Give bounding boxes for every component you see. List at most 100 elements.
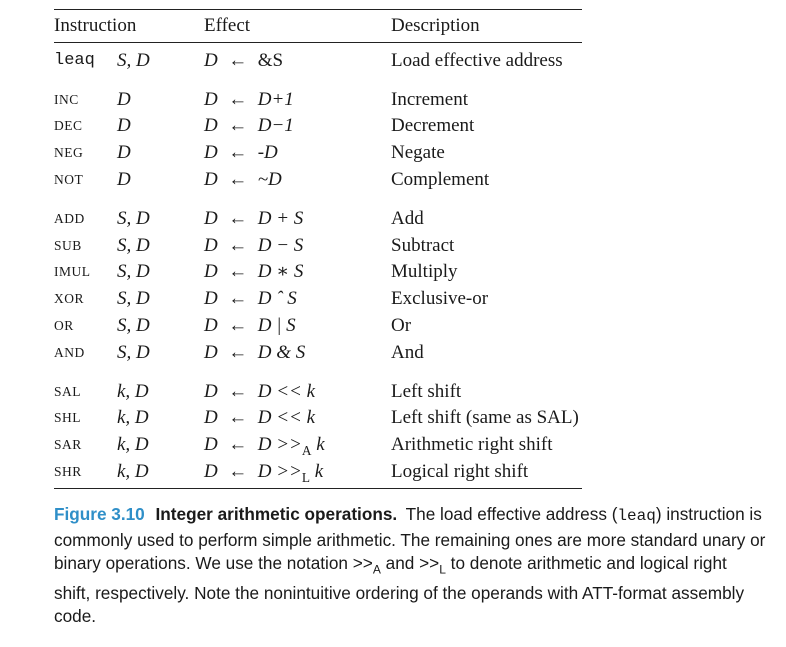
figure-label: Figure 3.10 bbox=[54, 504, 145, 524]
table-bottom-rule bbox=[54, 488, 582, 489]
table-row: SHL k, D D ← D << k Left shift (same as SA… bbox=[54, 406, 582, 430]
effect-expr: D − S bbox=[257, 235, 304, 256]
instruction-description: Multiply bbox=[391, 261, 458, 282]
effect-expr: D ∗ S bbox=[257, 261, 304, 282]
instruction-name: DEC bbox=[54, 118, 83, 133]
instruction-operands: S, D bbox=[117, 50, 150, 71]
instruction-description: Add bbox=[391, 208, 424, 229]
instruction-operands: S, D bbox=[117, 261, 150, 282]
figure-caption: Figure 3.10 Integer arithmetic operation… bbox=[54, 503, 766, 629]
effect-expr: D+1 bbox=[257, 89, 294, 110]
instruction-description: Subtract bbox=[391, 235, 455, 256]
instruction-description: Increment bbox=[391, 89, 469, 110]
effect-dest: D bbox=[204, 461, 218, 482]
assign-arrow: ← bbox=[228, 342, 248, 363]
instruction-name: AND bbox=[54, 345, 85, 360]
effect-dest: D bbox=[204, 288, 218, 309]
effect-expr: D >>A k bbox=[257, 434, 325, 458]
instruction-name: SAL bbox=[54, 384, 82, 399]
effect-expr: ~D bbox=[257, 169, 282, 190]
table-row: XOR S, D D ← D ˆ S Exclusive-or bbox=[54, 287, 582, 311]
table-top-rule bbox=[54, 9, 582, 10]
effect-dest: D bbox=[204, 381, 218, 402]
effect-expr: D << k bbox=[257, 407, 316, 428]
instruction-name: XOR bbox=[54, 291, 85, 306]
assign-arrow: ← bbox=[228, 208, 248, 229]
instruction-name: SAR bbox=[54, 437, 82, 452]
instruction-operands: k, D bbox=[117, 461, 149, 482]
assign-arrow: ← bbox=[228, 89, 248, 110]
assign-arrow: ← bbox=[228, 115, 248, 136]
table-row: SAR k, D D ← D >>A k Arithmetic right shif… bbox=[54, 433, 582, 458]
instruction-description: Load effective address bbox=[391, 50, 563, 71]
table-row: SUB S, D D ← D − S Subtract bbox=[54, 234, 582, 258]
table-row: NEG D D ← -D Negate bbox=[54, 141, 582, 165]
instruction-name: SHR bbox=[54, 464, 82, 479]
table-row: AND S, D D ← D & S And bbox=[54, 341, 582, 365]
instruction-operands: k, D bbox=[117, 381, 149, 402]
table-row: DEC D D ← D−1 Decrement bbox=[54, 114, 582, 138]
effect-expr: D >>L k bbox=[257, 461, 324, 485]
effect-expr: &S bbox=[257, 50, 284, 71]
effect-dest: D bbox=[204, 407, 218, 428]
instruction-name: SHL bbox=[54, 410, 82, 425]
instruction-description: Decrement bbox=[391, 115, 475, 136]
instruction-description: Negate bbox=[391, 142, 445, 163]
effect-dest: D bbox=[204, 208, 218, 229]
instruction-description: And bbox=[391, 342, 424, 363]
instruction-name: ADD bbox=[54, 211, 85, 226]
caption-code: leaq bbox=[617, 507, 656, 525]
effect-dest: D bbox=[204, 261, 218, 282]
assign-arrow: ← bbox=[228, 235, 248, 256]
instruction-operands: S, D bbox=[117, 342, 150, 363]
instruction-operands: D bbox=[117, 169, 131, 190]
instruction-operands: D bbox=[117, 115, 131, 136]
table-row: IMUL S, D D ← D ∗ S Multiply bbox=[54, 260, 582, 284]
caption-text: ) instruction is commonly used to perfor… bbox=[54, 504, 766, 573]
assign-arrow: ← bbox=[228, 50, 248, 71]
instruction-name: INC bbox=[54, 92, 79, 107]
assign-arrow: ← bbox=[228, 434, 248, 455]
instruction-name: NEG bbox=[54, 145, 84, 160]
assign-arrow: ← bbox=[228, 461, 248, 482]
instruction-operands: S, D bbox=[117, 315, 150, 336]
notation-arith: >>A bbox=[352, 553, 381, 577]
table-header-rule bbox=[54, 42, 582, 43]
assign-arrow: ← bbox=[228, 169, 248, 190]
effect-dest: D bbox=[204, 169, 218, 190]
effect-expr: D ˆ S bbox=[257, 288, 297, 309]
effect-dest: D bbox=[204, 89, 218, 110]
caption-text: The load effective address ( bbox=[405, 504, 618, 524]
instruction-operands: k, D bbox=[117, 434, 149, 455]
instruction-description: Exclusive-or bbox=[391, 288, 489, 309]
table-row: SHR k, D D ← D >>L k Logical right shift bbox=[54, 460, 582, 485]
assign-arrow: ← bbox=[228, 381, 248, 402]
table-row: ADD S, D D ← D + S Add bbox=[54, 207, 582, 231]
effect-dest: D bbox=[204, 142, 218, 163]
effect-dest: D bbox=[204, 434, 218, 455]
effect-dest: D bbox=[204, 235, 218, 256]
caption-text: and bbox=[385, 553, 415, 573]
effect-expr: D << k bbox=[257, 381, 316, 402]
effect-expr: D−1 bbox=[257, 115, 294, 136]
table-row: INC D D ← D+1 Increment bbox=[54, 88, 582, 112]
header-effect: Effect bbox=[204, 15, 251, 36]
instruction-name: NOT bbox=[54, 172, 84, 187]
instruction-description: Left shift (same as SAL) bbox=[391, 407, 579, 428]
table-header: Instruction Effect Description bbox=[54, 14, 582, 38]
table-row: NOT D D ← ~D Complement bbox=[54, 168, 582, 192]
effect-dest: D bbox=[204, 342, 218, 363]
effect-expr: D + S bbox=[257, 208, 304, 229]
effect-expr: -D bbox=[257, 142, 278, 163]
header-instruction: Instruction bbox=[54, 15, 137, 36]
header-description: Description bbox=[391, 15, 480, 36]
caption-text: to denote arithmetic and logical right s… bbox=[54, 553, 745, 627]
effect-dest: D bbox=[204, 315, 218, 336]
instruction-operands: S, D bbox=[117, 235, 150, 256]
table-row: leaq S, D D ← &S Load effective address bbox=[54, 49, 582, 73]
instruction-operands: S, D bbox=[117, 208, 150, 229]
table-row: SAL k, D D ← D << k Left shift bbox=[54, 380, 582, 404]
instruction-description: Left shift bbox=[391, 381, 462, 402]
effect-dest: D bbox=[204, 115, 218, 136]
instruction-name: IMUL bbox=[54, 264, 91, 279]
